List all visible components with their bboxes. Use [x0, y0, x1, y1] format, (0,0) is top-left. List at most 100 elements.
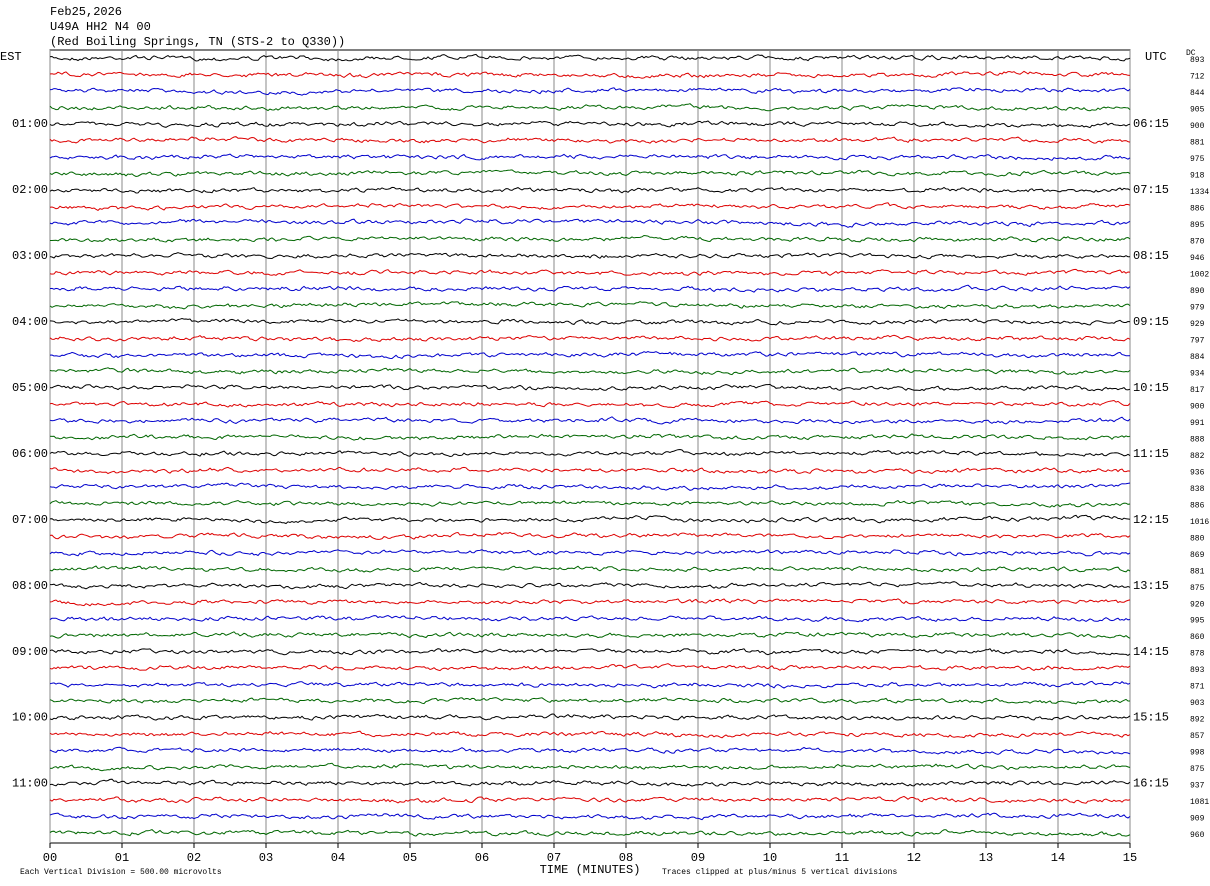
trace: [49, 663, 1131, 672]
dc-value: 881: [1190, 139, 1205, 148]
dc-value: 875: [1190, 765, 1205, 774]
x-tick-label: 02: [187, 851, 201, 865]
trace: [49, 762, 1131, 772]
trace: [49, 549, 1131, 557]
trace: [49, 416, 1131, 425]
x-tick-label: 14: [1051, 851, 1065, 865]
trace: [49, 351, 1131, 360]
dc-value: 892: [1190, 716, 1205, 725]
trace: [49, 829, 1131, 837]
dc-value: 797: [1190, 336, 1205, 345]
dc-value: 1081: [1190, 798, 1209, 807]
x-tick-label: 10: [763, 851, 777, 865]
dc-value: 1016: [1190, 518, 1209, 527]
trace: [49, 531, 1131, 540]
dc-value: 878: [1190, 650, 1205, 659]
x-tick-label: 15: [1123, 851, 1137, 865]
dc-value: 900: [1190, 402, 1205, 411]
utc-label: 06:15: [1133, 117, 1169, 131]
est-label: 05:00: [12, 381, 48, 395]
trace: [49, 812, 1131, 821]
trace: [49, 367, 1131, 376]
trace: [49, 169, 1131, 178]
dc-value: 905: [1190, 106, 1205, 115]
trace: [49, 383, 1131, 392]
utc-label: 09:15: [1133, 315, 1169, 329]
trace: [49, 433, 1131, 441]
trace: [50, 234, 1131, 243]
x-tick-label: 08: [619, 851, 633, 865]
x-tick-label: 00: [43, 851, 57, 865]
dc-value: 882: [1190, 452, 1205, 461]
dc-value: 918: [1190, 172, 1205, 181]
trace: [49, 598, 1131, 607]
x-axis-title: TIME (MINUTES): [540, 863, 641, 877]
dc-value: 979: [1190, 303, 1205, 312]
dc-value: 869: [1190, 551, 1205, 560]
trace: [49, 565, 1131, 573]
dc-value: 844: [1190, 89, 1205, 98]
dc-value: 886: [1190, 205, 1205, 214]
trace: [49, 648, 1131, 656]
dc-value: 860: [1190, 633, 1205, 642]
dc-value: 893: [1190, 56, 1205, 65]
utc-label: 11:15: [1133, 447, 1169, 461]
dc-value: 890: [1190, 287, 1205, 296]
trace: [49, 795, 1131, 804]
utc-label: 10:15: [1133, 381, 1169, 395]
dc-value: 838: [1190, 485, 1205, 494]
trace: [49, 334, 1131, 343]
x-tick-label: 09: [691, 851, 705, 865]
right-axis-title: UTC: [1145, 50, 1167, 64]
footnote: Each Vertical Division = 500.00 microvol…: [20, 868, 222, 877]
trace: [49, 202, 1131, 212]
trace: [49, 514, 1131, 525]
plot-frame: [49, 49, 1131, 844]
dc-value: 920: [1190, 600, 1205, 609]
est-label: 04:00: [12, 315, 48, 329]
trace: [49, 466, 1131, 475]
dc-value: 893: [1190, 666, 1205, 675]
dc-value: 857: [1190, 732, 1205, 741]
trace: [49, 778, 1131, 787]
est-label: 01:00: [12, 117, 48, 131]
utc-label: 16:15: [1133, 777, 1169, 791]
trace: [49, 186, 1131, 194]
trace: [49, 713, 1131, 721]
est-label: 11:00: [12, 777, 48, 791]
dc-value: 960: [1190, 831, 1205, 840]
trace: [49, 317, 1131, 326]
trace: [49, 218, 1131, 228]
dc-value: 817: [1190, 386, 1205, 395]
x-tick-label: 07: [547, 851, 561, 865]
trace: [49, 697, 1130, 705]
x-tick-label: 12: [907, 851, 921, 865]
trace: [49, 70, 1131, 79]
est-label: 06:00: [12, 447, 48, 461]
est-label: 03:00: [12, 249, 48, 263]
utc-label: 15:15: [1133, 711, 1169, 725]
est-label: 02:00: [12, 183, 48, 197]
trace: [49, 746, 1131, 755]
trace: [49, 87, 1131, 96]
trace: [49, 252, 1130, 260]
dc-value: 929: [1190, 320, 1205, 329]
dc-value: 936: [1190, 468, 1205, 477]
x-tick-label: 01: [115, 851, 129, 865]
trace: [49, 120, 1131, 129]
dc-value: 998: [1190, 749, 1205, 758]
dc-value: 881: [1190, 567, 1205, 576]
trace: [49, 268, 1131, 276]
trace: [49, 631, 1131, 639]
est-label: 09:00: [12, 645, 48, 659]
trace: [49, 730, 1131, 739]
trace: [49, 53, 1131, 62]
trace: [49, 284, 1131, 293]
title-line: (Red Boiling Springs, TN (STS-2 to Q330)…: [50, 35, 345, 49]
dc-value: 946: [1190, 254, 1205, 263]
dc-value: 895: [1190, 221, 1205, 230]
trace: [49, 680, 1131, 689]
x-tick-label: 06: [475, 851, 489, 865]
footnote: Traces clipped at plus/minus 5 vertical …: [662, 868, 897, 877]
